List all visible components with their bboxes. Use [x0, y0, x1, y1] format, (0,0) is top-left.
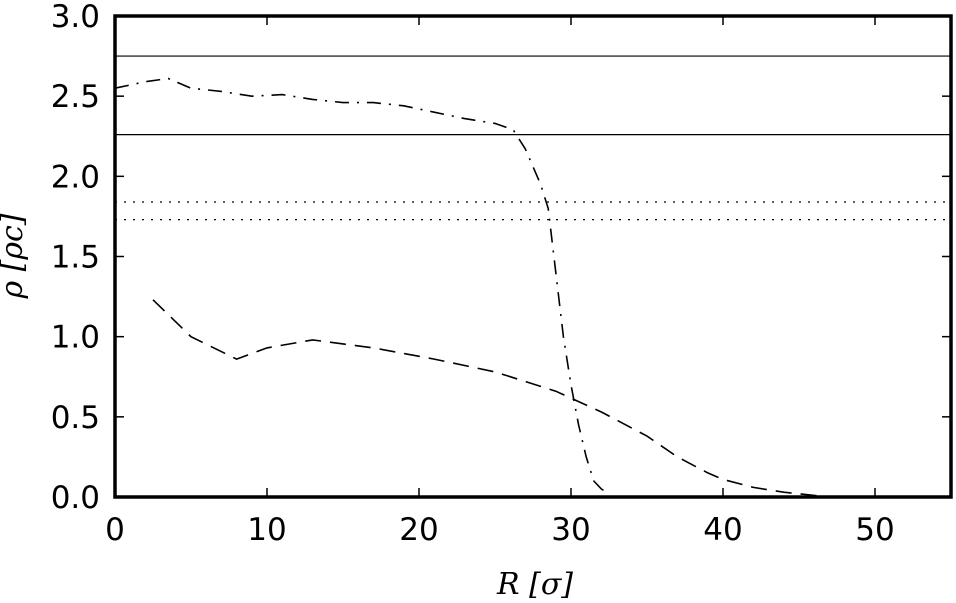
x-ticks: 0 10 20 30 40 50	[105, 16, 895, 548]
y-axis-label: ρ [ρc]	[0, 213, 30, 299]
plot-frame	[113, 14, 953, 499]
y-tick-label: 0.0	[51, 480, 100, 516]
x-tick-label: 30	[551, 512, 590, 548]
series-line-dashdot	[114, 77, 610, 495]
x-tick-label: 0	[105, 512, 125, 548]
y-tick-label: 1.0	[51, 320, 100, 356]
series-line-dashed	[152, 299, 830, 498]
x-tick-label: 20	[399, 512, 438, 548]
y-tick-label: 2.0	[51, 159, 100, 195]
axes-frame	[113, 14, 953, 499]
y-ticks: 0.0 0.5 1.0 1.5 2.0 2.5 3.0	[51, 0, 951, 516]
x-tick-label: 40	[703, 512, 742, 548]
y-tick-label: 1.5	[51, 240, 100, 276]
plot-lines	[114, 55, 951, 498]
y-tick-label: 3.0	[51, 0, 100, 35]
x-tick-label: 50	[855, 512, 894, 548]
y-tick-label: 0.5	[51, 400, 100, 436]
y-tick-label: 2.5	[51, 79, 100, 115]
x-tick-label: 10	[247, 512, 286, 548]
x-axis-label: R [σ]	[496, 567, 573, 602]
